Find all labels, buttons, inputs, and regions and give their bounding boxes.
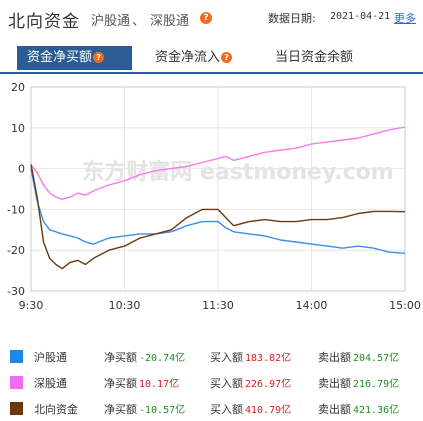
sell-value: 216.79亿	[353, 379, 400, 390]
x-tick-label: 11:30	[202, 299, 234, 312]
legend-name: 沪股通	[34, 351, 67, 364]
tab-net-buy-label: 资金净买额	[27, 50, 93, 65]
date-label: 数据日期:	[268, 12, 316, 25]
series-line	[30, 164, 406, 270]
tab-bar: 资金净买额? 资金净流入? 当日资金余额	[0, 42, 423, 74]
page-title: 北向资金	[8, 12, 80, 32]
legend-name: 北向资金	[34, 403, 78, 416]
help-icon[interactable]: ?	[200, 12, 212, 24]
net-buy-value: 10.17亿	[139, 379, 180, 390]
series-line	[30, 126, 406, 200]
chart-area: 东方财富网 eastmoney.com 20 10 0 -10 -20 -30 9:30 10:…	[0, 78, 423, 318]
sell-label: 卖出额	[318, 377, 351, 390]
buy-value: 410.79亿	[245, 405, 292, 416]
x-tick-label: 10:30	[109, 299, 141, 312]
x-tick-label: 15:00	[389, 299, 421, 312]
buy-value: 226.97亿	[245, 379, 292, 390]
sell-value: 204.57亿	[353, 353, 400, 364]
sgt-link[interactable]: 深股通	[150, 14, 190, 29]
date-value: 2021-04-21	[330, 11, 391, 22]
sell-label: 卖出额	[318, 403, 351, 416]
tab-net-inflow[interactable]: 资金净流入?	[155, 46, 233, 70]
buy-label: 买入额	[210, 377, 243, 390]
legend-swatch	[10, 350, 23, 363]
series-line	[30, 168, 406, 254]
y-tick-label: -30	[7, 285, 25, 298]
plot-frame	[30, 86, 406, 292]
hgt-link[interactable]: 沪股通	[91, 14, 131, 29]
legend-row: 沪股通 净买额 -20.74亿 买入额 183.82亿 卖出额 204.57亿	[0, 346, 423, 368]
y-tick-label: 10	[11, 122, 25, 135]
net-buy-chart: 东方财富网 eastmoney.com 20 10 0 -10 -20 -309:30 10:…	[7, 81, 421, 312]
x-tick-label: 14:00	[296, 299, 328, 312]
more-link[interactable]: 更多	[394, 12, 416, 25]
net-buy-label: 净买额	[104, 377, 137, 390]
y-tick-label: 0	[18, 163, 25, 176]
legend-swatch	[10, 402, 23, 415]
net-buy-value: -10.57亿	[139, 405, 186, 416]
buy-label: 买入额	[210, 351, 243, 364]
tab-balance[interactable]: 当日资金余额	[275, 46, 353, 70]
net-buy-label: 净买额	[104, 403, 137, 416]
help-icon[interactable]: ?	[221, 52, 233, 63]
buy-value: 183.82亿	[245, 353, 292, 364]
tab-balance-label: 当日资金余额	[275, 50, 354, 65]
separator: 、	[132, 14, 146, 29]
tab-net-buy[interactable]: 资金净买额?	[17, 46, 132, 70]
tab-net-inflow-label: 资金净流入	[155, 50, 221, 65]
legend-name: 深股通	[34, 377, 67, 390]
y-tick-label: -20	[7, 244, 25, 257]
y-tick-label: 20	[11, 81, 25, 94]
sell-label: 卖出额	[318, 351, 351, 364]
net-buy-label: 净买额	[104, 351, 137, 364]
watermark: 东方财富网 eastmoney.com	[82, 159, 393, 185]
buy-label: 买入额	[210, 403, 243, 416]
legend-row: 北向资金 净买额 -10.57亿 买入额 410.79亿 卖出额 421.36亿	[0, 398, 423, 420]
legend-swatch	[10, 376, 23, 389]
help-icon[interactable]: ?	[93, 52, 105, 63]
y-tick-label: -10	[7, 203, 25, 216]
x-tick-label: 9:30	[19, 299, 44, 312]
sell-value: 421.36亿	[353, 405, 400, 416]
header: 北向资金 沪股通 、 深股通 ? 数据日期: 2021-04-21 更多	[0, 0, 423, 34]
legend-row: 深股通 净买额 10.17亿 买入额 226.97亿 卖出额 216.79亿	[0, 372, 423, 394]
net-buy-value: -20.74亿	[139, 353, 186, 364]
